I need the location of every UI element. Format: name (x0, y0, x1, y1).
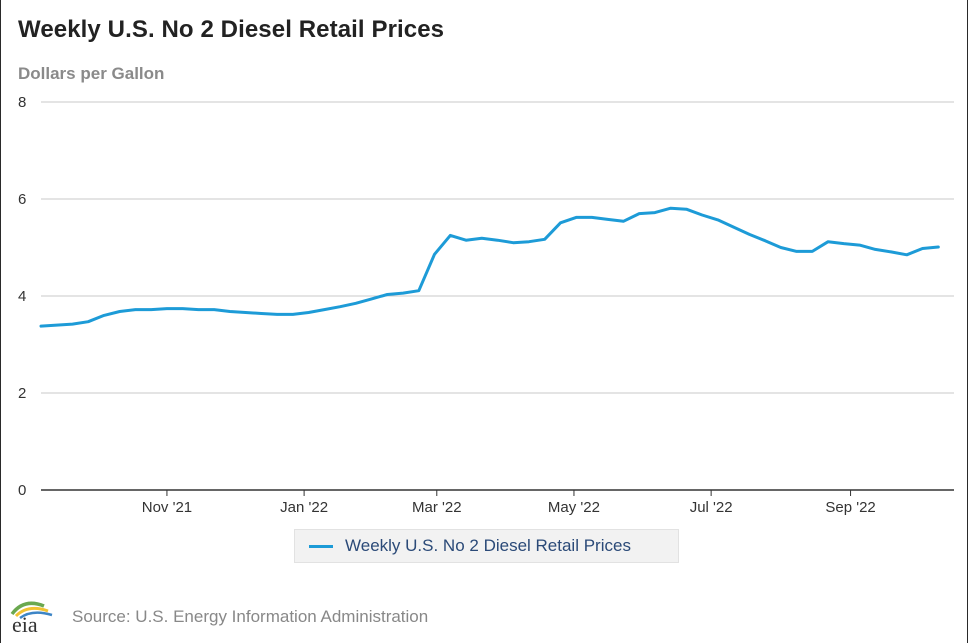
data-point[interactable] (698, 211, 706, 219)
data-point[interactable] (840, 240, 848, 248)
data-point[interactable] (714, 216, 722, 224)
data-point[interactable] (667, 204, 675, 212)
data-point[interactable] (635, 210, 643, 218)
data-point[interactable] (446, 231, 454, 239)
data-point[interactable] (541, 235, 549, 243)
chart-footer: eia Source: U.S. Energy Information Admi… (10, 600, 428, 634)
legend-series-label: Weekly U.S. No 2 Diesel Retail Prices (345, 536, 631, 555)
data-point[interactable] (194, 306, 202, 314)
data-point[interactable] (415, 287, 423, 295)
data-point[interactable] (305, 308, 313, 316)
data-point[interactable] (651, 209, 659, 217)
data-point[interactable] (808, 247, 816, 255)
chart-title: Weekly U.S. No 2 Diesel Retail Prices (18, 16, 445, 43)
data-point[interactable] (320, 306, 328, 314)
data-point[interactable] (903, 251, 911, 259)
source-note: Source: U.S. Energy Information Administ… (72, 607, 429, 626)
data-point[interactable] (289, 310, 297, 318)
data-point[interactable] (745, 230, 753, 238)
data-point[interactable] (509, 239, 517, 247)
data-point[interactable] (682, 205, 690, 213)
left-frame-border (0, 0, 1, 643)
data-point[interactable] (462, 236, 470, 244)
data-point[interactable] (84, 318, 92, 326)
svg-text:eia: eia (12, 612, 38, 634)
data-point[interactable] (777, 244, 785, 252)
data-point[interactable] (431, 250, 439, 258)
legend-line-swatch (309, 544, 333, 548)
data-point[interactable] (210, 306, 218, 314)
data-point[interactable] (761, 237, 769, 245)
data-point[interactable] (934, 243, 942, 251)
data-point[interactable] (37, 322, 45, 330)
data-point[interactable] (478, 234, 486, 242)
x-tick-label: Jan '22 (280, 499, 328, 516)
x-tick-label: Nov '21 (142, 499, 192, 516)
y-tick-label: 8 (18, 94, 26, 111)
data-point[interactable] (257, 309, 265, 317)
x-tick-label: Mar '22 (412, 499, 462, 516)
data-point[interactable] (100, 311, 108, 319)
data-point[interactable] (226, 308, 234, 316)
data-point[interactable] (919, 244, 927, 252)
data-point[interactable] (887, 248, 895, 256)
data-point[interactable] (383, 291, 391, 299)
data-point[interactable] (336, 303, 344, 311)
data-point[interactable] (856, 241, 864, 249)
x-tick-label: May '22 (548, 499, 600, 516)
data-point[interactable] (730, 223, 738, 231)
data-point[interactable] (793, 247, 801, 255)
y-tick-label: 0 (18, 482, 26, 499)
y-tick-label: 4 (18, 288, 26, 305)
data-point[interactable] (368, 295, 376, 303)
data-point[interactable] (556, 219, 564, 227)
data-point[interactable] (53, 321, 61, 329)
chart-legend[interactable]: Weekly U.S. No 2 Diesel Retail Prices (294, 529, 679, 563)
data-point[interactable] (273, 310, 281, 318)
y-axis-label: Dollars per Gallon (18, 64, 165, 83)
data-point[interactable] (572, 213, 580, 221)
x-tick-label: Jul '22 (690, 499, 733, 516)
y-tick-label: 2 (18, 385, 26, 402)
data-point[interactable] (588, 213, 596, 221)
data-point[interactable] (871, 245, 879, 253)
data-point[interactable] (163, 305, 171, 313)
data-point[interactable] (242, 308, 250, 316)
data-point[interactable] (824, 238, 832, 246)
data-point[interactable] (179, 305, 187, 313)
data-point[interactable] (147, 306, 155, 314)
data-point[interactable] (131, 306, 139, 314)
series-line[interactable] (39, 206, 940, 328)
data-point[interactable] (604, 215, 612, 223)
data-point[interactable] (399, 289, 407, 297)
data-point[interactable] (619, 217, 627, 225)
data-point[interactable] (352, 299, 360, 307)
eia-logo-icon[interactable]: eia (10, 600, 58, 634)
y-tick-label: 6 (18, 191, 26, 208)
data-point[interactable] (116, 308, 124, 316)
data-point[interactable] (494, 236, 502, 244)
data-point[interactable] (68, 320, 76, 328)
data-point[interactable] (525, 238, 533, 246)
x-tick-label: Sep '22 (825, 499, 875, 516)
